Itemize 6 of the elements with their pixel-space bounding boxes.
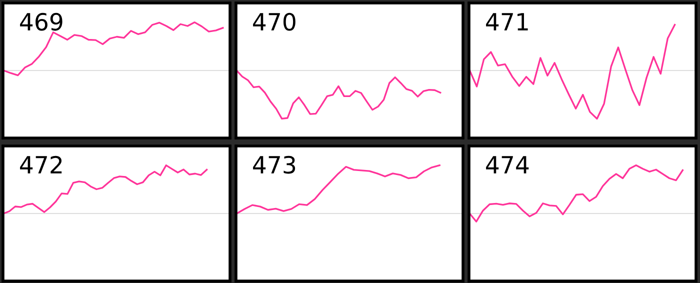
chart-title: 474 — [486, 156, 529, 174]
chart-title: 469 — [20, 12, 62, 31]
chart-title: 470 — [253, 12, 296, 31]
chart-title: 472 — [20, 156, 62, 174]
chart-title: 471 — [486, 13, 528, 30]
chart-title: 473 — [253, 156, 296, 174]
